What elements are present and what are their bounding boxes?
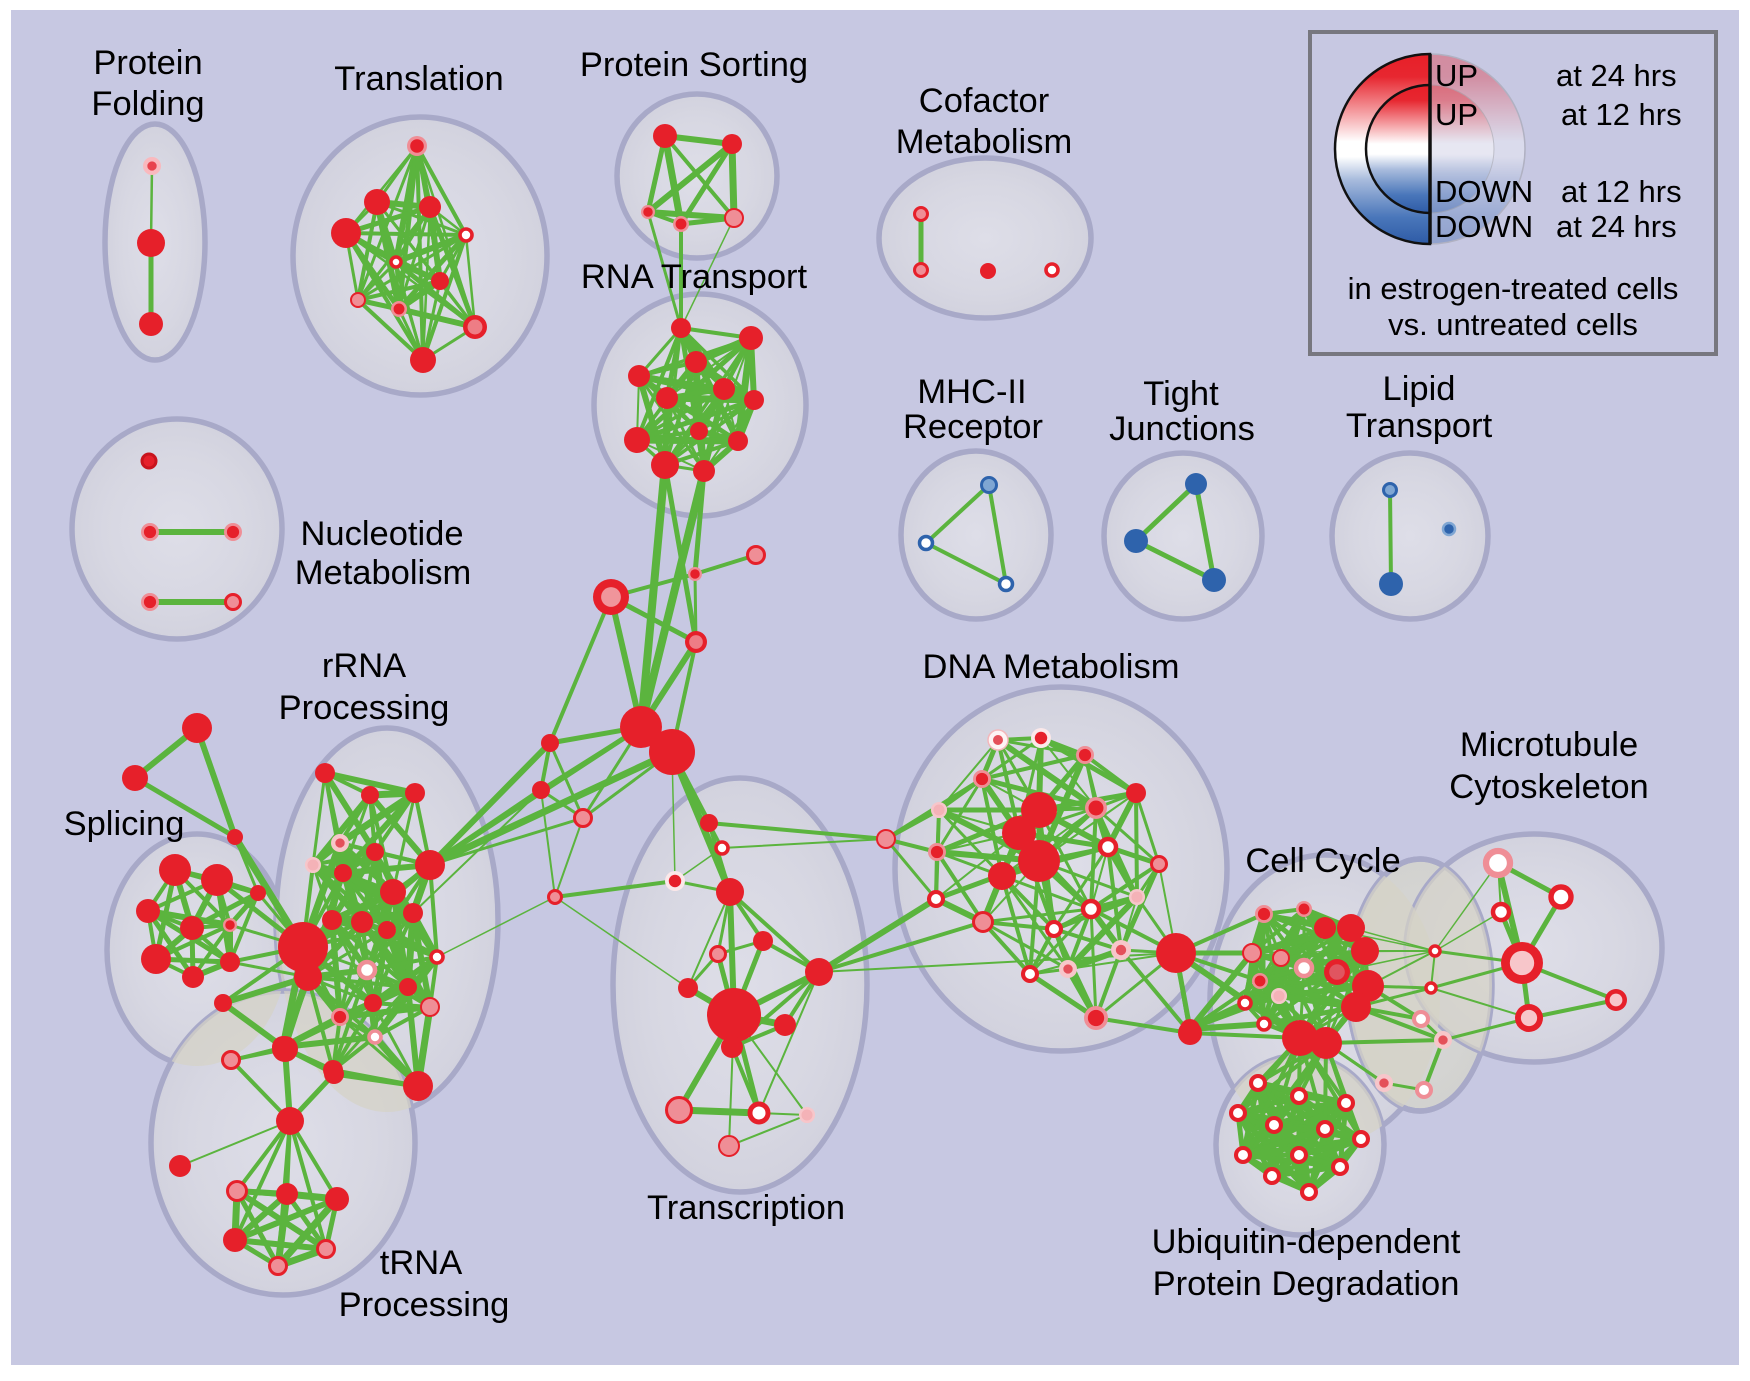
svg-text:Lipid: Lipid — [1383, 370, 1456, 408]
svg-text:at 12 hrs: at 12 hrs — [1561, 174, 1682, 209]
svg-text:at 24 hrs: at 24 hrs — [1556, 209, 1677, 244]
svg-text:Ubiquitin-dependent: Ubiquitin-dependent — [1152, 1223, 1461, 1261]
svg-text:vs. untreated cells: vs. untreated cells — [1388, 307, 1638, 342]
svg-text:Receptor: Receptor — [903, 408, 1043, 446]
svg-text:Metabolism: Metabolism — [295, 554, 471, 592]
svg-text:Protein Sorting: Protein Sorting — [580, 46, 808, 84]
svg-text:Metabolism: Metabolism — [896, 123, 1072, 161]
svg-text:Splicing: Splicing — [64, 805, 185, 843]
svg-text:DNA Metabolism: DNA Metabolism — [923, 648, 1180, 686]
svg-text:in estrogen-treated cells: in estrogen-treated cells — [1348, 271, 1679, 306]
svg-text:Cytoskeleton: Cytoskeleton — [1449, 768, 1648, 806]
svg-text:at 12 hrs: at 12 hrs — [1561, 97, 1682, 132]
svg-text:UP: UP — [1435, 58, 1478, 93]
svg-text:DOWN: DOWN — [1435, 174, 1533, 209]
svg-text:Junctions: Junctions — [1109, 410, 1255, 448]
svg-text:Microtubule: Microtubule — [1460, 726, 1638, 764]
svg-text:Tight: Tight — [1143, 375, 1219, 413]
svg-text:UP: UP — [1435, 97, 1478, 132]
svg-text:MHC-II: MHC-II — [917, 373, 1026, 411]
svg-text:at 24 hrs: at 24 hrs — [1556, 58, 1677, 93]
svg-text:Cell Cycle: Cell Cycle — [1245, 842, 1400, 880]
svg-text:Folding: Folding — [91, 85, 204, 123]
svg-text:tRNA: tRNA — [380, 1244, 462, 1282]
svg-text:RNA Transport: RNA Transport — [581, 258, 808, 296]
svg-text:Protein: Protein — [93, 44, 202, 82]
svg-text:rRNA: rRNA — [322, 647, 406, 685]
svg-text:DOWN: DOWN — [1435, 209, 1533, 244]
svg-text:Transcription: Transcription — [647, 1189, 845, 1227]
svg-text:Nucleotide: Nucleotide — [300, 515, 463, 553]
svg-text:Transport: Transport — [1346, 407, 1493, 445]
svg-text:Cofactor: Cofactor — [919, 82, 1049, 120]
svg-text:Protein Degradation: Protein Degradation — [1153, 1265, 1460, 1303]
svg-text:Processing: Processing — [339, 1286, 510, 1324]
svg-text:Translation: Translation — [334, 60, 503, 98]
svg-text:Processing: Processing — [279, 689, 450, 727]
